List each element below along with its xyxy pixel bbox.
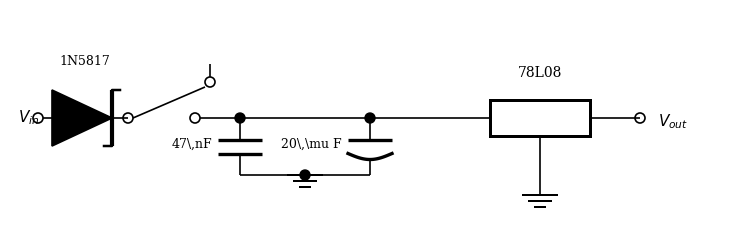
Circle shape [300, 170, 310, 180]
Polygon shape [52, 90, 112, 146]
Text: $V_{out}$: $V_{out}$ [658, 112, 689, 131]
Text: 20\,\mu F: 20\,\mu F [281, 138, 342, 151]
Circle shape [235, 113, 245, 123]
Text: $V_{in}$: $V_{in}$ [18, 108, 39, 127]
Text: 47\,nF: 47\,nF [171, 138, 212, 151]
FancyBboxPatch shape [490, 100, 590, 136]
Text: 78L08: 78L08 [518, 66, 562, 80]
Text: 1N5817: 1N5817 [59, 55, 111, 68]
Circle shape [365, 113, 375, 123]
